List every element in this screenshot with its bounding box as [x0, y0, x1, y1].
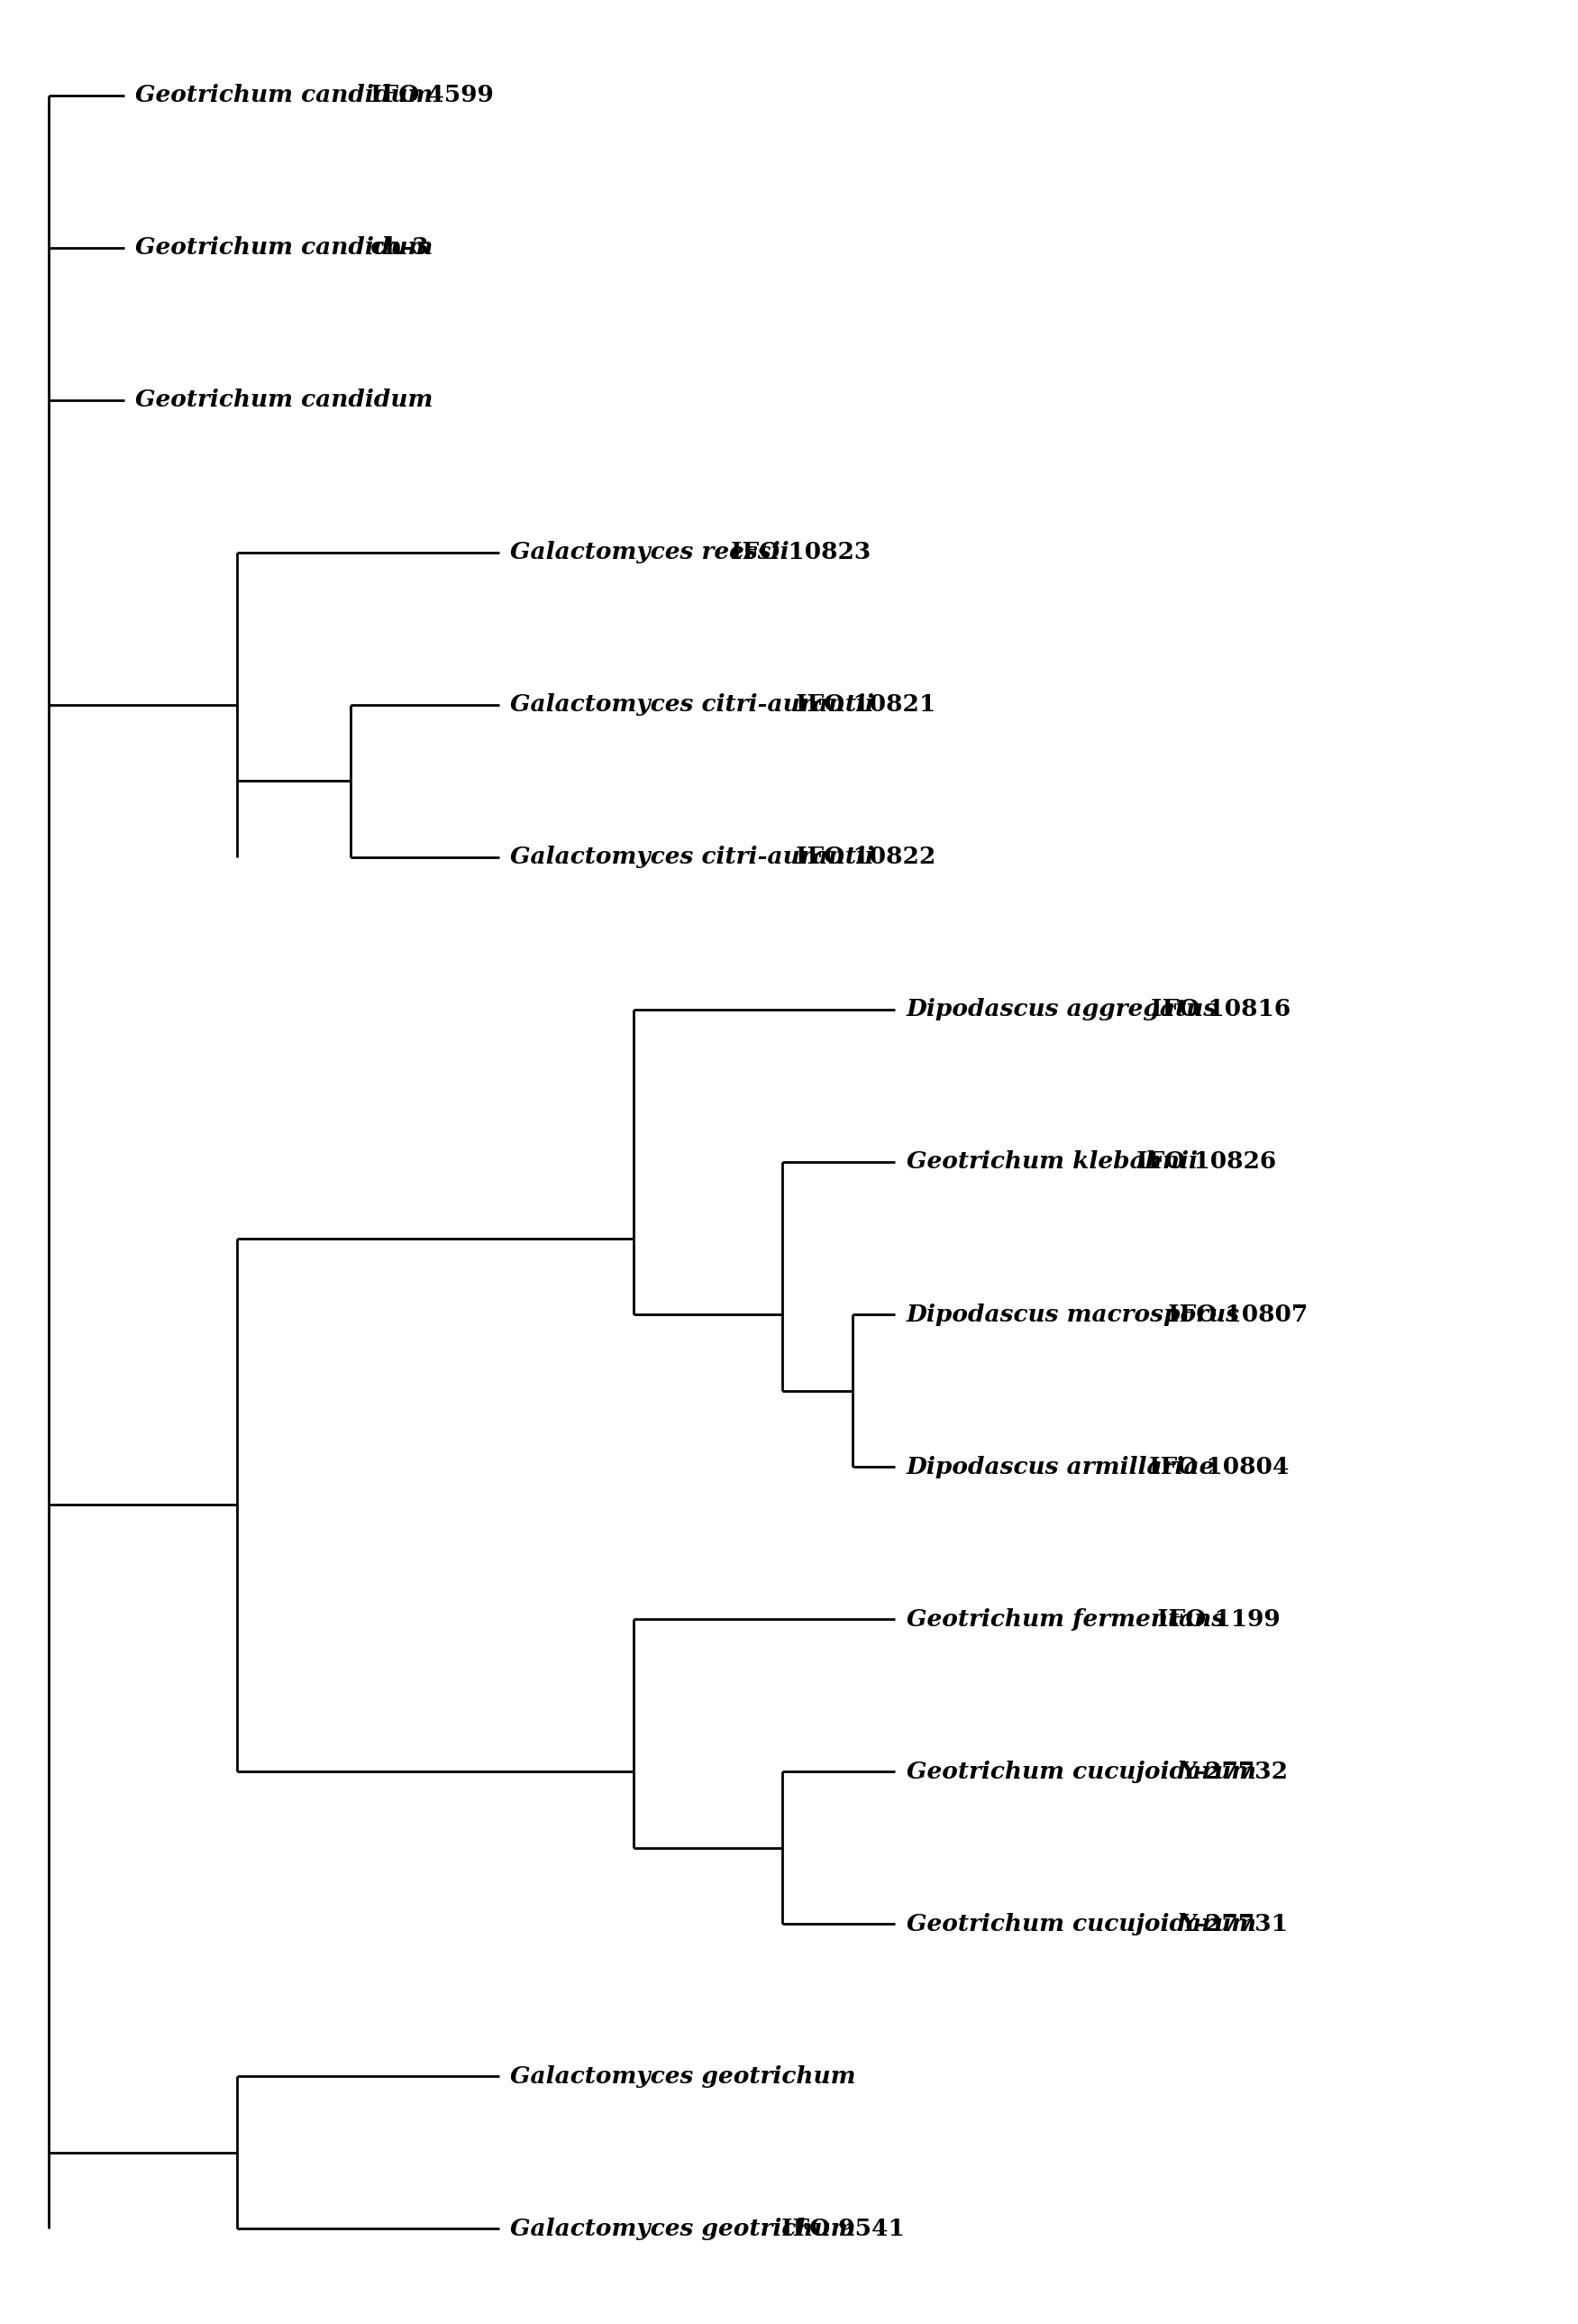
Text: IFO 10826: IFO 10826	[1128, 1150, 1277, 1174]
Text: Geotrichum candidum: Geotrichum candidum	[136, 388, 432, 411]
Text: IFO 10823: IFO 10823	[723, 541, 871, 565]
Text: Geotrichum candidum: Geotrichum candidum	[136, 237, 432, 258]
Text: Y-27732: Y-27732	[1172, 1759, 1288, 1783]
Text: IFO 10807: IFO 10807	[1160, 1304, 1308, 1325]
Text: Geotrichum candidum: Geotrichum candidum	[136, 84, 432, 107]
Text: Dipodascus armillariae: Dipodascus armillariae	[906, 1455, 1215, 1478]
Text: Dipodascus aggregatus: Dipodascus aggregatus	[906, 999, 1218, 1020]
Text: IFO 10822: IFO 10822	[787, 846, 936, 869]
Text: IFO 4599: IFO 4599	[361, 84, 494, 107]
Text: Geotrichum cucujoidarum: Geotrichum cucujoidarum	[906, 1913, 1256, 1936]
Text: Galactomyces geotrichum: Galactomyces geotrichum	[510, 2066, 855, 2087]
Text: IFO 1199: IFO 1199	[1149, 1608, 1280, 1631]
Text: IFO 10821: IFO 10821	[787, 693, 936, 716]
Text: IFO 10816: IFO 10816	[1142, 999, 1291, 1020]
Text: Galactomyces citri-aurantii: Galactomyces citri-aurantii	[510, 693, 874, 716]
Text: Y-27731: Y-27731	[1172, 1913, 1288, 1936]
Text: Geotrichum fermentans: Geotrichum fermentans	[906, 1608, 1225, 1631]
Text: Geotrichum cucujoidarum: Geotrichum cucujoidarum	[906, 1759, 1256, 1783]
Text: Dipodascus macrosporus: Dipodascus macrosporus	[906, 1304, 1240, 1325]
Text: IFO 10804: IFO 10804	[1141, 1455, 1289, 1478]
Text: Geotrichum klebahnii: Geotrichum klebahnii	[906, 1150, 1198, 1174]
Text: ch-3: ch-3	[361, 237, 428, 258]
Text: Galactomyces geotrichum: Galactomyces geotrichum	[510, 2217, 855, 2240]
Text: Galactomyces citri-aurantii: Galactomyces citri-aurantii	[510, 846, 874, 869]
Text: Galactomyces reessii: Galactomyces reessii	[510, 541, 789, 565]
Text: IFO 9541: IFO 9541	[773, 2217, 904, 2240]
